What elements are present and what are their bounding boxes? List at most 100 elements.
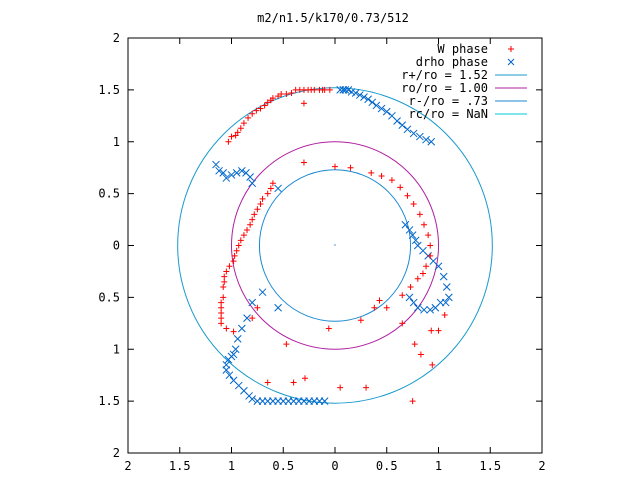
drho-phase-point (398, 121, 407, 130)
w-phase-point (301, 375, 308, 382)
drho-phase-point (420, 305, 428, 314)
w-phase-point (254, 304, 261, 311)
drho-phase-point (408, 231, 417, 239)
w-phase-point (326, 86, 333, 93)
drho-phase-point (224, 355, 233, 364)
w-phase-point (407, 284, 414, 290)
w-phase-point (371, 304, 378, 311)
y-tick-label: 0.5 (98, 290, 120, 304)
drho-phase-point (405, 226, 414, 234)
y-tick-label: 0.5 (98, 187, 120, 201)
drho-phase-point (225, 371, 234, 380)
legend-label: ro/ro = 1.00 (401, 81, 488, 95)
w-phase-point (237, 237, 244, 244)
w-phase-point (267, 185, 274, 192)
w-phase-point (429, 361, 436, 368)
w-phase-point (220, 284, 227, 290)
drho-phase-point (232, 169, 241, 177)
drho-phase-point (219, 169, 228, 177)
w-phase-point (397, 184, 404, 191)
x-tick-label: 1 (228, 459, 235, 473)
w-phase-point (416, 211, 423, 218)
w-phase-point (225, 138, 232, 145)
w-phase-point (231, 252, 238, 259)
drho-phase-point (215, 166, 223, 175)
x-tick-label: 1.5 (169, 459, 191, 473)
w-phase-point (417, 351, 424, 358)
w-phase-point (218, 299, 225, 306)
chart-title: m2/n1.5/k170/0.73/512 (257, 11, 409, 25)
w-phase-point (427, 242, 434, 249)
w-phase-point (332, 163, 338, 170)
w-phase-point (383, 304, 390, 311)
x-tick-label: 1 (435, 459, 442, 473)
drho-phase-point (222, 366, 231, 374)
y-tick-label: 1.5 (98, 83, 120, 97)
x-tick-label: 2 (124, 459, 131, 473)
y-tick-label: 1 (113, 342, 120, 356)
drho-phase-point (413, 303, 422, 312)
drho-phase-point (246, 173, 254, 181)
w-phase-point (233, 247, 240, 254)
w-phase-point (300, 100, 307, 107)
w-phase-point (254, 206, 261, 213)
drho-phase-point (248, 395, 257, 403)
w-phase-point (283, 91, 290, 98)
w-phase-point (427, 252, 434, 259)
w-phase-point (347, 164, 354, 171)
legend-label: rc/ro = NaN (409, 107, 488, 121)
w-phase-point (257, 201, 264, 207)
w-phase-point (357, 317, 364, 324)
drho-phase-point (382, 107, 391, 116)
w-phase-point (244, 226, 251, 233)
w-phase-point (290, 379, 297, 386)
w-phase-point (337, 384, 344, 391)
w-phase-point (428, 327, 435, 334)
w-phase-point (230, 258, 237, 265)
y-tick-label: 0 (113, 239, 120, 253)
w-phase-point (316, 86, 323, 93)
drho-phase-point (442, 283, 451, 291)
circle-2 (258, 169, 412, 322)
drho-phase-point (258, 288, 267, 297)
drho-phase-point (248, 179, 257, 188)
w-phase-point (368, 169, 375, 176)
legend-label: r-/ro = .73 (409, 94, 488, 108)
w-phase-point (230, 328, 237, 335)
w-phase-point (234, 129, 241, 136)
w-phase-point (223, 325, 230, 332)
w-phase-point (409, 398, 416, 405)
drho-phase-point (377, 104, 386, 113)
drho-phase-point (403, 125, 412, 134)
w-phase-point (218, 320, 225, 327)
w-phase-point (261, 102, 268, 109)
drho-phase-point (507, 58, 515, 66)
w-phase-point (247, 221, 254, 228)
x-tick-label: 0 (331, 459, 338, 473)
legend-label: r+/ro = 1.52 (401, 68, 488, 82)
drho-phase-point (427, 137, 436, 146)
drho-phase-point (237, 166, 246, 175)
drho-phase-point (368, 98, 377, 107)
w-phase-point (410, 201, 417, 207)
w-phase-point (218, 309, 225, 316)
drho-phase-point (231, 345, 240, 354)
y-tick-label: 2 (113, 446, 120, 460)
x-tick-label: 0.5 (376, 459, 398, 473)
w-phase-point (363, 384, 370, 391)
w-phase-point (223, 268, 230, 275)
drho-phase-point (426, 305, 435, 314)
w-phase-point (414, 275, 421, 282)
drho-phase-point (222, 174, 231, 182)
drho-phase-point (364, 95, 372, 104)
w-phase-point (264, 99, 271, 106)
w-phase-point (251, 211, 258, 218)
circle-0 (177, 87, 493, 404)
w-phase-point (278, 91, 285, 98)
w-phase-point (288, 89, 295, 96)
w-phase-point (441, 312, 448, 319)
drho-phase-point (227, 171, 236, 179)
drho-phase-point (320, 397, 329, 405)
drho-phase-point (411, 236, 420, 245)
